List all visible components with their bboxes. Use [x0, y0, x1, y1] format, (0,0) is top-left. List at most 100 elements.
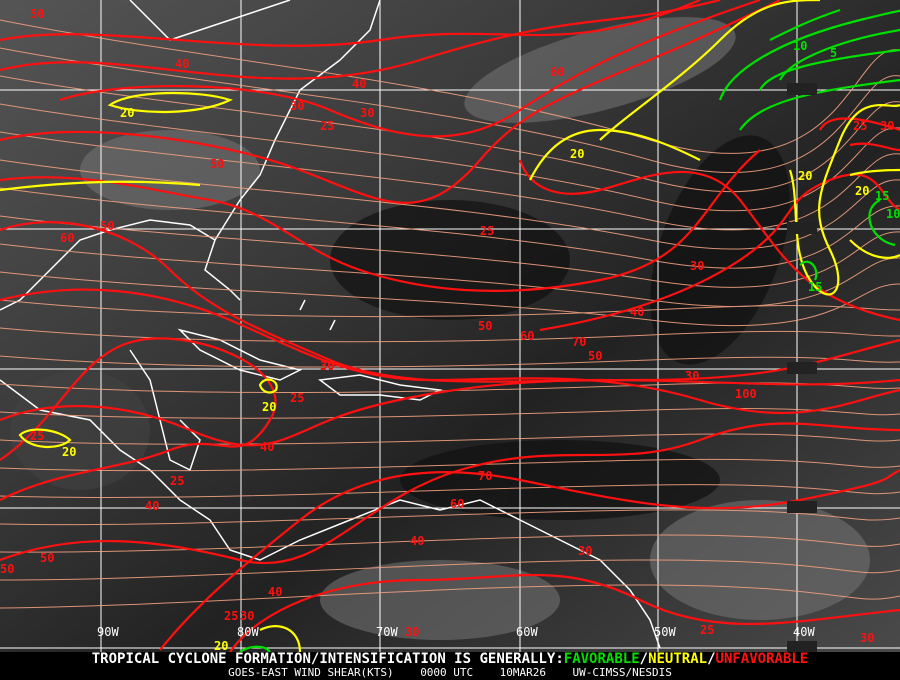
contour-label: 30: [685, 369, 699, 383]
contour-label: 30: [860, 631, 874, 645]
streamline: [0, 271, 900, 327]
product-credit: UW-CIMSS/NESDIS: [572, 666, 672, 679]
contour-label: 25: [320, 119, 334, 133]
streamline: [0, 559, 900, 581]
shear-contour: [0, 128, 701, 192]
shear-contour: [259, 625, 302, 652]
contour-label: 20: [855, 184, 869, 198]
product-info: GOES-EAST WIND SHEAR(KTS) 0000 UTC 10MAR…: [0, 667, 900, 679]
contour-label: 15: [808, 280, 822, 294]
lon-label: 40W: [793, 625, 815, 639]
streamline: [0, 509, 900, 526]
shear-contour: [258, 378, 278, 394]
streamline: [0, 355, 900, 368]
contour-label: 30: [290, 99, 304, 113]
contour-label: 30: [578, 544, 592, 558]
lon-label: 60W: [516, 625, 538, 639]
contour-label: 15: [875, 189, 889, 203]
streamline: [0, 382, 900, 393]
contour-label: 5: [830, 46, 837, 60]
contour-label: 60: [60, 231, 74, 245]
shear-contour: [849, 142, 900, 152]
shear-contour: [229, 573, 900, 652]
contour-label: 40: [260, 440, 274, 454]
shear-contour: [0, 422, 900, 565]
product-time: 0000 UTC: [420, 666, 474, 679]
legend-favorable: FAVORABLE: [563, 651, 640, 667]
legend-unfavorable: UNFAVORABLE: [715, 651, 809, 667]
contour-label: 25: [480, 224, 494, 238]
shear-contour: [0, 221, 900, 383]
streamline: [0, 47, 900, 174]
shear-contour: [159, 469, 900, 651]
shear-contour: [799, 260, 818, 281]
shear-contour: [0, 149, 761, 292]
streamline: [0, 187, 900, 269]
shear-contours: [0, 0, 900, 652]
product-date: 10MAR26: [499, 666, 547, 679]
contour-label: 100: [735, 387, 757, 401]
streamline: [0, 159, 900, 250]
contour-label: 25: [170, 474, 184, 488]
contour-label: 60: [450, 497, 464, 511]
contour-label: 40: [630, 305, 644, 319]
lon-labels: 90W 80W 70W 60W 50W 40W: [97, 625, 815, 639]
lat-labels: 40N30N20N10N0: [787, 83, 817, 652]
contour-label: 50: [588, 349, 602, 363]
shear-contour: [18, 428, 72, 448]
contour-labels: 50 40 40 30 20 25 30 50 60 50 25 20 60 10 5 20 25 30 20 15 1…: [0, 7, 900, 652]
legend-line: TROPICAL CYCLONE FORMATION/INTENSIFICATI…: [0, 652, 900, 667]
shear-contour: [718, 8, 900, 101]
coastlines: [0, 0, 661, 649]
shear-contour: [0, 0, 781, 204]
contour-label: 40: [268, 585, 282, 599]
contour-label: 25: [853, 119, 867, 133]
contour-label: 50: [478, 319, 492, 333]
contour-label: 20: [120, 106, 134, 120]
shear-contour: [759, 48, 900, 91]
lon-label: 90W: [97, 625, 119, 639]
streamline: [0, 407, 900, 419]
streamline: [0, 215, 900, 288]
shear-contour: [868, 199, 896, 247]
contour-label: 60: [520, 329, 534, 343]
contour-label: 30: [360, 106, 374, 120]
lon-label: 50W: [654, 625, 676, 639]
streamline: [0, 75, 900, 193]
contour-label: 25: [224, 609, 238, 623]
contour-label: 25: [30, 429, 44, 443]
contour-label: 20: [214, 639, 228, 652]
contour-label: 50: [100, 219, 114, 233]
contour-label: 50: [0, 562, 14, 576]
contour-label: 30: [405, 625, 419, 639]
contour-label: 25: [290, 391, 304, 405]
streamline: [0, 584, 900, 609]
shear-contour: [849, 168, 900, 259]
shear-contour: [0, 337, 277, 501]
contour-label: 50: [210, 157, 224, 171]
streamline: [0, 433, 900, 445]
shear-contour: [0, 0, 701, 47]
shear-contour: [0, 288, 900, 415]
contour-label: 30: [690, 259, 704, 273]
legend-prefix: TROPICAL CYCLONE FORMATION/INTENSIFICATI…: [91, 651, 564, 667]
shear-contour: [539, 173, 900, 332]
contour-label: 70: [572, 335, 586, 349]
contour-label: 10: [886, 207, 900, 221]
contour-label: 30: [880, 119, 894, 133]
legend-separator: /: [707, 651, 716, 667]
lat-lon-grid: [0, 0, 900, 652]
contour-label: 20: [262, 400, 276, 414]
legend-separator: /: [639, 651, 649, 667]
shear-contour: [107, 91, 233, 114]
shear-contour: [59, 0, 761, 138]
streamline: [0, 131, 900, 231]
shear-contour: [739, 78, 900, 131]
streamline: [0, 534, 900, 553]
contour-label: 20: [62, 445, 76, 459]
contour-label: 40: [175, 57, 189, 71]
streamline: [0, 458, 900, 472]
streamline: [0, 243, 900, 307]
shear-contour: [769, 8, 900, 81]
